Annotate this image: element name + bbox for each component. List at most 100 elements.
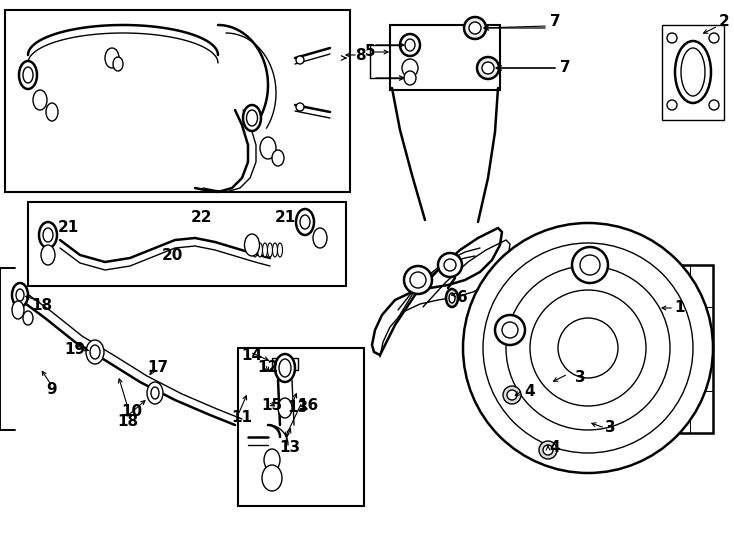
Text: 11: 11 <box>231 410 252 426</box>
Text: 1: 1 <box>675 300 686 315</box>
Ellipse shape <box>477 57 499 79</box>
Ellipse shape <box>267 243 272 257</box>
Text: 7: 7 <box>550 15 560 30</box>
Ellipse shape <box>675 41 711 103</box>
Ellipse shape <box>12 283 28 307</box>
Ellipse shape <box>449 293 455 303</box>
Ellipse shape <box>39 222 57 248</box>
Ellipse shape <box>313 228 327 248</box>
Circle shape <box>709 100 719 110</box>
Circle shape <box>410 272 426 288</box>
Ellipse shape <box>113 57 123 71</box>
Text: 8: 8 <box>355 48 366 63</box>
Ellipse shape <box>23 67 33 83</box>
Text: 10: 10 <box>121 404 142 420</box>
Ellipse shape <box>41 245 55 265</box>
Ellipse shape <box>86 340 104 364</box>
Ellipse shape <box>275 354 295 382</box>
Ellipse shape <box>258 243 263 257</box>
Ellipse shape <box>244 234 260 256</box>
Text: 4: 4 <box>525 384 535 400</box>
Ellipse shape <box>263 243 267 257</box>
Text: 3: 3 <box>605 421 615 435</box>
Text: 15: 15 <box>261 397 283 413</box>
Ellipse shape <box>272 243 277 257</box>
Ellipse shape <box>503 386 521 404</box>
Text: 18: 18 <box>117 415 139 429</box>
Circle shape <box>438 253 462 277</box>
Ellipse shape <box>12 301 24 319</box>
Bar <box>662 25 724 120</box>
Text: 18: 18 <box>32 298 53 313</box>
Ellipse shape <box>272 150 284 166</box>
Ellipse shape <box>296 209 314 235</box>
Text: 2: 2 <box>719 15 730 30</box>
Ellipse shape <box>33 90 47 110</box>
Ellipse shape <box>46 103 58 121</box>
Ellipse shape <box>482 62 494 74</box>
Text: 19: 19 <box>65 342 86 357</box>
Ellipse shape <box>539 441 557 459</box>
Ellipse shape <box>243 105 261 131</box>
Circle shape <box>404 266 432 294</box>
Circle shape <box>483 243 693 453</box>
Text: 21: 21 <box>275 211 296 226</box>
Text: 20: 20 <box>161 247 183 262</box>
Ellipse shape <box>405 39 415 51</box>
Ellipse shape <box>400 34 420 56</box>
Circle shape <box>296 103 304 111</box>
Ellipse shape <box>278 398 292 418</box>
Text: 4: 4 <box>550 441 560 456</box>
Ellipse shape <box>402 59 418 77</box>
Bar <box>5 10 350 192</box>
Bar <box>618 265 713 433</box>
Circle shape <box>572 247 608 283</box>
Ellipse shape <box>464 17 486 39</box>
Circle shape <box>558 318 618 378</box>
Ellipse shape <box>151 387 159 399</box>
Text: 5: 5 <box>365 44 375 59</box>
Text: 6: 6 <box>457 291 468 306</box>
Ellipse shape <box>469 22 481 34</box>
Ellipse shape <box>446 289 458 307</box>
Ellipse shape <box>404 71 416 85</box>
Text: 13: 13 <box>280 441 300 456</box>
Ellipse shape <box>19 61 37 89</box>
Text: 17: 17 <box>148 361 169 375</box>
Ellipse shape <box>262 465 282 491</box>
Bar <box>272 358 298 370</box>
Circle shape <box>580 255 600 275</box>
Circle shape <box>495 315 525 345</box>
Text: 12: 12 <box>258 361 279 375</box>
Text: 14: 14 <box>241 348 263 362</box>
Circle shape <box>709 33 719 43</box>
Text: 3: 3 <box>575 370 585 386</box>
Text: 13: 13 <box>288 401 308 415</box>
Ellipse shape <box>279 359 291 377</box>
Ellipse shape <box>105 48 119 68</box>
Text: 9: 9 <box>47 382 57 397</box>
Circle shape <box>444 259 456 271</box>
Bar <box>28 202 346 286</box>
Circle shape <box>296 56 304 64</box>
Circle shape <box>502 322 518 338</box>
Text: 21: 21 <box>57 220 79 235</box>
Circle shape <box>463 223 713 473</box>
Bar <box>390 25 500 90</box>
Text: 7: 7 <box>560 60 570 76</box>
Ellipse shape <box>300 215 310 229</box>
Ellipse shape <box>543 445 553 455</box>
Ellipse shape <box>681 48 705 96</box>
Ellipse shape <box>277 243 283 257</box>
Ellipse shape <box>264 449 280 471</box>
Ellipse shape <box>507 390 517 400</box>
Ellipse shape <box>247 110 258 126</box>
Bar <box>238 348 364 506</box>
Circle shape <box>530 290 646 406</box>
Ellipse shape <box>90 345 100 359</box>
Text: 22: 22 <box>192 211 213 226</box>
Ellipse shape <box>16 289 24 301</box>
Ellipse shape <box>252 243 258 257</box>
Circle shape <box>667 33 677 43</box>
Text: 16: 16 <box>297 397 319 413</box>
